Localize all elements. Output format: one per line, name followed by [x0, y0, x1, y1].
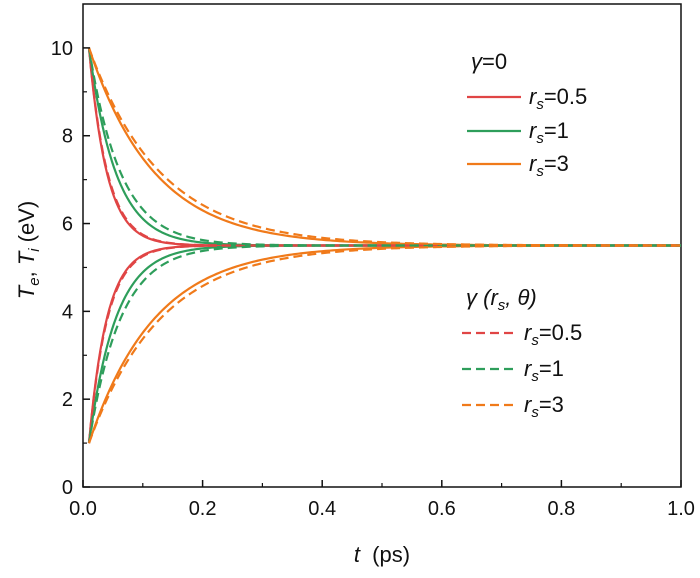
y-axis-unit: (eV)	[14, 201, 39, 243]
legend-label-rs05-solid: rs=0.5	[529, 84, 587, 113]
series-line-te-rs3-dashed	[87, 47, 681, 247]
legend-label-rs3-solid: rs=3	[529, 151, 569, 180]
legend-label-rs1-dashed: rs=1	[524, 356, 564, 385]
y-tick-label: 0	[62, 477, 73, 499]
x-axis-var: t	[354, 542, 361, 567]
legend-label-rs1-solid: rs=1	[529, 118, 569, 147]
legend-top: γ=0 rs=0.5 rs=1 rs=3	[467, 49, 587, 180]
y-tick-label: 6	[62, 214, 73, 236]
y-tick-label: 8	[62, 126, 73, 148]
legend-top-title: γ=0	[471, 49, 507, 74]
legend-bottom: γ (rs, θ) rs=0.5 rs=1 rs=3	[462, 285, 582, 421]
x-tick-label: 0.4	[308, 498, 336, 520]
y-axis-var1: T	[14, 284, 39, 299]
ticks-group	[82, 47, 682, 488]
series-line-ti-rs1-dashed	[87, 244, 681, 444]
series-line-ti-rs3-dashed	[87, 244, 681, 444]
legend-bottom-title: γ (rs, θ)	[466, 285, 537, 314]
legend-label-rs05-dashed: rs=0.5	[524, 320, 582, 349]
x-tick-label: 0.2	[189, 498, 217, 520]
x-tick-label: 0.6	[428, 498, 456, 520]
x-tick-label: 0.8	[547, 498, 575, 520]
y-axis-var2: T	[14, 250, 39, 265]
legend-top-title-symbol: γ	[471, 49, 484, 74]
y-tick-label: 2	[62, 389, 73, 411]
x-axis-unit: (ps)	[372, 542, 410, 567]
curves-group	[87, 47, 682, 444]
y-axis-sub2: i	[26, 248, 43, 252]
legend-label-rs3-dashed: rs=3	[524, 392, 564, 421]
y-axis-title: Te, Ti(eV)	[14, 201, 43, 299]
y-axis-sub1: e	[26, 277, 43, 285]
legend-top-title-text: =0	[482, 49, 507, 74]
x-tick-label: 0.0	[69, 498, 97, 520]
x-tick-label: 1.0	[667, 498, 695, 520]
tick-labels-group: 0.0 0.2 0.4 0.6 0.8 1.0 0 2 4 6 8 10	[51, 38, 695, 520]
series-line-te-rs05-dashed	[87, 47, 681, 247]
x-axis-title: t (ps)	[354, 542, 410, 567]
legend-bottom-title-symbol: γ	[466, 285, 479, 310]
series-line-ti-rs05-dashed	[87, 244, 681, 444]
y-tick-label: 4	[62, 301, 73, 323]
y-tick-label: 10	[51, 38, 73, 60]
